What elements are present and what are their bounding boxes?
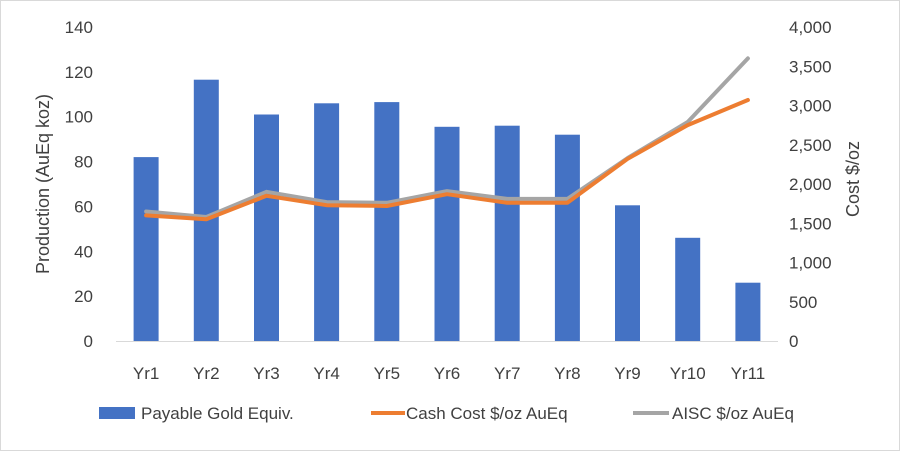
legend-label-aisc: AISC $/oz AuEq [672, 404, 794, 423]
x-tick-label: Yr2 [193, 364, 219, 383]
x-tick-label: Yr11 [731, 364, 766, 383]
bar-yr5 [374, 102, 400, 341]
right-axis-tick-labels: 0 500 1,000 1,500 2,000 2,500 3,000 3,500 4,000 [789, 18, 832, 351]
x-tick-label: Yr9 [614, 364, 640, 383]
legend-swatch-payable-gold [99, 407, 135, 419]
x-tick-label: Yr5 [374, 364, 400, 383]
bar-yr10 [675, 237, 701, 341]
x-tick-label: Yr1 [133, 364, 159, 383]
right-tick-label: 1,000 [789, 254, 832, 273]
plot-area [116, 56, 778, 342]
left-tick-label: 80 [74, 153, 93, 172]
bar-yr1 [133, 157, 159, 341]
x-axis-tick-labels: Yr1 Yr2 Yr3 Yr4 Yr5 Yr6 Yr7 Yr8 Yr9 Yr10 Yr11 [133, 364, 765, 383]
x-tick-label: Yr3 [253, 364, 279, 383]
left-tick-label: 100 [65, 108, 93, 127]
left-axis-title: Production (AuEq koz) [33, 94, 53, 274]
legend-label-payable-gold: Payable Gold Equiv. [141, 404, 294, 423]
right-tick-label: 1,500 [789, 214, 832, 233]
lines-group [144, 56, 750, 222]
right-tick-label: 4,000 [789, 18, 832, 37]
right-tick-label: 3,500 [789, 57, 832, 76]
bar-yr7 [494, 125, 520, 341]
right-tick-label: 2,000 [789, 175, 832, 194]
bar-yr8 [554, 134, 580, 341]
x-tick-label: Yr6 [434, 364, 460, 383]
right-tick-label: 0 [789, 332, 798, 351]
left-tick-label: 40 [74, 242, 93, 261]
left-tick-label: 20 [74, 287, 93, 306]
x-tick-label: Yr4 [313, 364, 339, 383]
bars-group [133, 79, 761, 341]
line-cash-cost [144, 98, 750, 222]
right-axis-title: Cost $/oz [843, 141, 863, 217]
right-tick-label: 500 [789, 293, 817, 312]
x-tick-label: Yr8 [554, 364, 580, 383]
x-tick-label: Yr10 [670, 364, 706, 383]
bar-yr3 [254, 114, 279, 341]
bar-yr4 [314, 103, 340, 341]
left-tick-label: 60 [74, 197, 93, 216]
bar-yr9 [615, 205, 640, 341]
bar-yr6 [434, 126, 460, 341]
left-tick-label: 140 [65, 18, 93, 37]
legend-label-cash-cost: Cash Cost $/oz AuEq [406, 404, 568, 423]
left-tick-label: 0 [84, 332, 93, 351]
bar-yr2 [193, 79, 219, 341]
right-tick-label: 2,500 [789, 136, 832, 155]
x-tick-label: Yr7 [494, 364, 520, 383]
left-tick-label: 120 [65, 63, 93, 82]
left-axis-tick-labels: 0 20 40 60 80 100 120 140 [65, 18, 93, 351]
bar-yr11 [735, 282, 761, 341]
legend: Payable Gold Equiv. Cash Cost $/oz AuEq … [99, 404, 794, 423]
right-tick-label: 3,000 [789, 97, 832, 116]
